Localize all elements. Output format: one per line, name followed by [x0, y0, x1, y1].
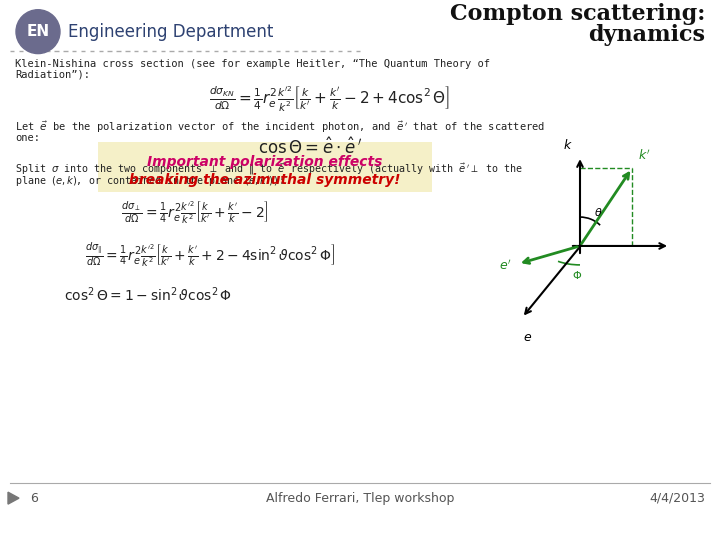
- FancyBboxPatch shape: [98, 143, 432, 192]
- Text: dynamics: dynamics: [588, 24, 705, 46]
- Text: Compton scattering:: Compton scattering:: [449, 3, 705, 25]
- Text: $e'$: $e'$: [500, 259, 512, 273]
- Text: $\cos\Theta = \hat{e}\cdot\hat{e}\,'$: $\cos\Theta = \hat{e}\cdot\hat{e}\,'$: [258, 137, 362, 158]
- Text: 4/4/2013: 4/4/2013: [649, 491, 705, 505]
- Text: Split $\sigma$ into the two components $\perp$ and $\|$ to $\vec{e}$ respectivel: Split $\sigma$ into the two components $…: [15, 161, 523, 177]
- Text: Engineering Department: Engineering Department: [68, 23, 274, 40]
- Text: Alfredo Ferrari, Tlep workshop: Alfredo Ferrari, Tlep workshop: [266, 491, 454, 505]
- Text: breaking the azimuthal symmetry!: breaking the azimuthal symmetry!: [130, 173, 401, 187]
- Text: $\frac{d\sigma_{KN}}{d\Omega} = \frac{1}{4}r_e^2\frac{k'^2}{k^2}\left[\frac{k}{k: $\frac{d\sigma_{KN}}{d\Omega} = \frac{1}…: [210, 85, 451, 114]
- Text: $\frac{d\sigma_{\|}}{d\Omega} = \frac{1}{4}r_e^2\frac{k'^2}{k^2}\left[\frac{k}{k: $\frac{d\sigma_{\|}}{d\Omega} = \frac{1}…: [85, 241, 336, 271]
- Text: EN: EN: [27, 24, 50, 39]
- Text: one:: one:: [15, 133, 40, 143]
- Text: $\Phi$: $\Phi$: [572, 269, 582, 281]
- Circle shape: [16, 10, 60, 53]
- Text: $e$: $e$: [523, 330, 533, 343]
- Text: $k'$: $k'$: [638, 148, 651, 163]
- Text: Klein-Nishina cross section (see for example Heitler, “The Quantum Theory of: Klein-Nishina cross section (see for exa…: [15, 58, 490, 69]
- Text: Important polarization effects: Important polarization effects: [148, 155, 383, 169]
- Text: Let $\vec{e}$ be the polarization vector of the incident photon, and $\vec{e}\,': Let $\vec{e}$ be the polarization vector…: [15, 120, 545, 135]
- Text: $\cos^2\Theta = 1 - \sin^2\vartheta\cos^2\Phi$: $\cos^2\Theta = 1 - \sin^2\vartheta\cos^…: [64, 286, 232, 304]
- Text: $\theta$: $\theta$: [594, 206, 603, 218]
- Text: $k$: $k$: [563, 138, 573, 152]
- Polygon shape: [8, 492, 19, 504]
- Text: $\frac{d\sigma_\perp}{d\Omega} = \frac{1}{4}r_e^2\frac{k'^2}{k^2}\left[\frac{k}{: $\frac{d\sigma_\perp}{d\Omega} = \frac{1…: [121, 199, 269, 227]
- Text: Radiation”):: Radiation”):: [15, 70, 90, 79]
- Text: plane $(e,k)$, or contained in the plane $(e,k')$):: plane $(e,k)$, or contained in the plane…: [15, 174, 284, 188]
- Text: 6: 6: [30, 491, 38, 505]
